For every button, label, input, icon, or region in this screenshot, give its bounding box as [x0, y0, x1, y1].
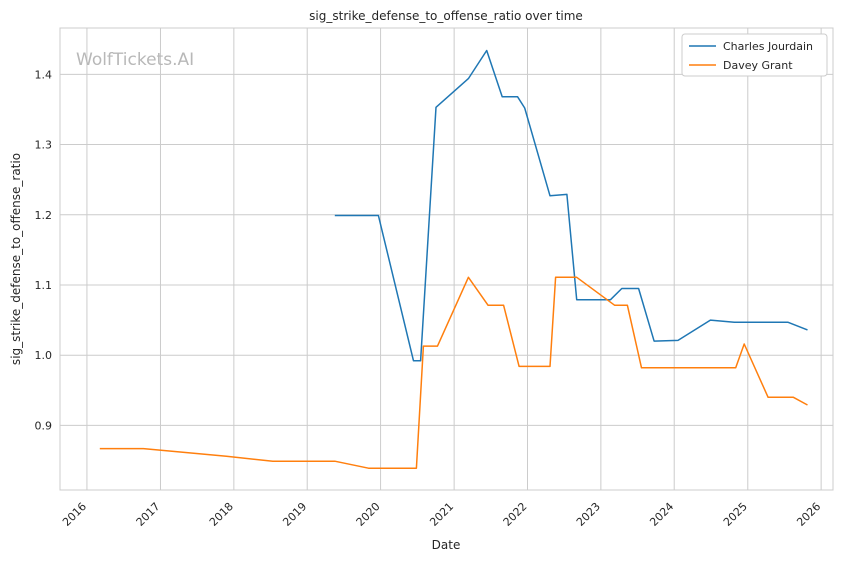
plot-frame	[59, 27, 834, 491]
series-line-charles-jourdain	[334, 49, 808, 362]
legend-label-davey-grant: Davey Grant	[723, 59, 793, 72]
y-tick-label: 1.0	[35, 349, 53, 362]
series-layer	[99, 49, 808, 469]
legend-label-charles-jourdain: Charles Jourdain	[723, 40, 813, 53]
y-axis-title: sig_strike_defense_to_offense_ratio	[9, 153, 23, 365]
y-axis-ticks: 0.9 1.0 1.1 1.2 1.3 1.4	[35, 68, 53, 432]
legend-box	[681, 33, 828, 77]
grid	[60, 28, 833, 490]
x-axis-title: Date	[432, 538, 461, 552]
y-tick-label: 1.2	[35, 209, 53, 222]
chart-title: sig_strike_defense_to_offense_ratio over…	[309, 9, 583, 23]
y-tick-label: 1.4	[35, 68, 53, 81]
y-tick-label: 0.9	[35, 419, 53, 432]
y-tick-label: 1.1	[35, 279, 53, 292]
legend: Charles Jourdain Davey Grant	[681, 33, 828, 77]
watermark: WolfTickets.AI	[76, 50, 194, 70]
series-line-davey-grant	[99, 276, 808, 469]
y-tick-label: 1.3	[35, 139, 53, 152]
